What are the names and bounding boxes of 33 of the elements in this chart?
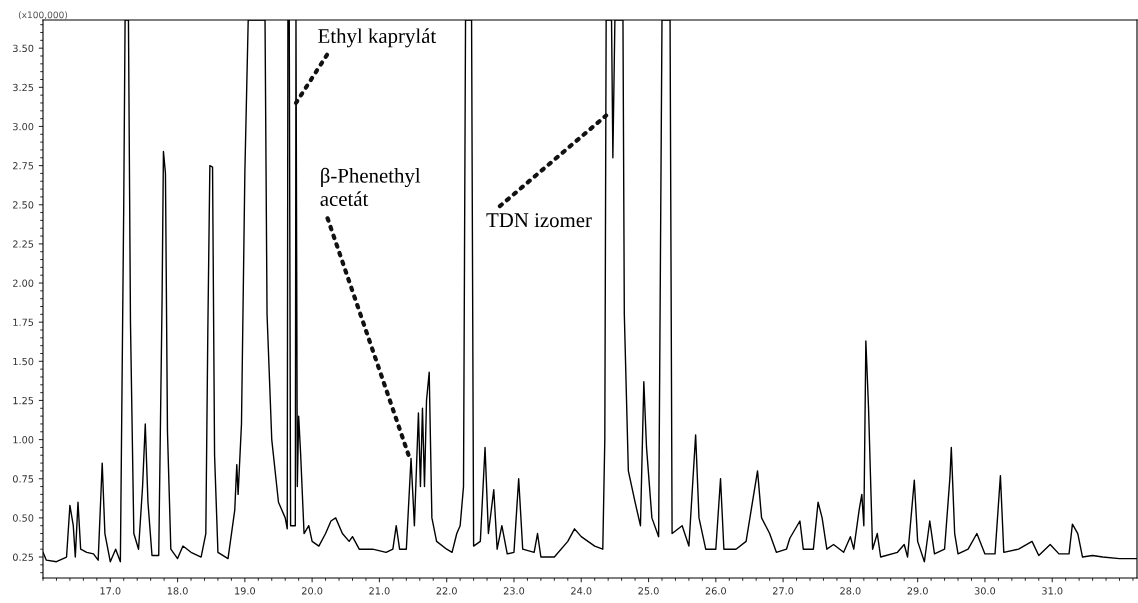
- x-tick-label: 21.0: [369, 587, 390, 595]
- x-tick-label: 20.0: [302, 587, 323, 595]
- x-tick-label: 30.0: [974, 587, 996, 595]
- y-tick-label: 0.75: [12, 475, 34, 483]
- annotation: β-Phenethyl acetát: [320, 167, 421, 207]
- y-tick-label: 1.75: [13, 318, 34, 326]
- x-tick-label: 24.0: [571, 587, 592, 595]
- x-tick-label: 29.0: [907, 587, 928, 595]
- x-tick-label: 25.0: [638, 587, 659, 595]
- y-tick-label: 3.25: [13, 83, 34, 92]
- y-tick-label: 2.75: [13, 162, 34, 170]
- annotation: TDN izomer: [486, 213, 592, 228]
- y-tick-label: 1.00: [13, 436, 34, 444]
- x-tick-label: 27.0: [772, 587, 794, 595]
- x-tick-label: 31.0: [1042, 587, 1063, 595]
- y-tick-label: 2.00: [13, 279, 34, 287]
- y-tick-label: 0.50: [12, 514, 34, 522]
- x-tick-label: 17.0: [100, 587, 121, 595]
- y-axis-title: (x100,000): [18, 11, 68, 20]
- y-tick-label: 3.00: [13, 122, 34, 131]
- y-tick-label: 1.50: [13, 357, 34, 366]
- x-tick-label: 19.0: [235, 587, 256, 595]
- x-tick-label: 23.0: [503, 587, 525, 595]
- x-tick-label: 26.0: [705, 587, 726, 595]
- x-tick-label: 18.0: [167, 587, 188, 595]
- x-tick-label: 22.0: [436, 587, 457, 595]
- y-tick-label: 3.50: [13, 44, 34, 53]
- y-tick-label: 2.25: [13, 240, 34, 248]
- x-tick-label: 28.0: [840, 587, 861, 595]
- y-tick-label: 2.50: [13, 201, 34, 209]
- annotation: Ethyl kaprylát: [318, 28, 437, 48]
- y-tick-label: 1.25: [13, 396, 34, 405]
- y-tick-label: 0.25: [12, 553, 34, 561]
